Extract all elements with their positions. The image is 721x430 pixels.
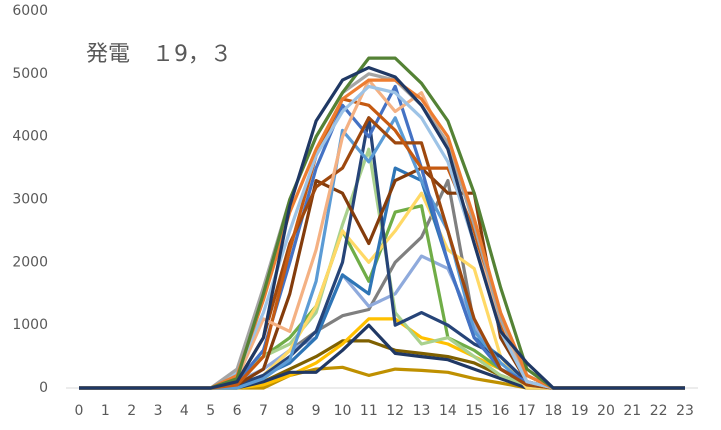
x-tick-label: 10 — [334, 403, 352, 419]
x-tick-label: 4 — [180, 403, 189, 419]
chart-title: 発電 １9，３ — [86, 42, 232, 67]
series-line — [79, 323, 685, 390]
y-tick-label: 5000 — [12, 66, 48, 82]
x-tick-label: 8 — [285, 403, 294, 419]
x-tick-label: 14 — [439, 403, 457, 419]
x-tick-label: 17 — [518, 403, 536, 419]
y-tick-label: 0 — [39, 380, 48, 396]
x-tick-label: 20 — [597, 403, 615, 419]
y-tick-label: 1000 — [12, 317, 48, 333]
x-tick-label: 23 — [676, 403, 694, 419]
series-line — [79, 116, 685, 390]
x-tick-label: 9 — [312, 403, 321, 419]
series-line — [79, 147, 685, 390]
series-line — [79, 317, 685, 390]
series-line — [79, 339, 685, 390]
x-tick-label: 21 — [623, 403, 641, 419]
y-tick-label: 2000 — [12, 254, 48, 270]
x-tick-label: 3 — [154, 403, 163, 419]
series-line — [79, 116, 685, 390]
x-tick-label: 7 — [259, 403, 268, 419]
x-tick-label: 6 — [233, 403, 242, 419]
x-tick-label: 22 — [650, 403, 668, 419]
x-tick-label: 12 — [386, 403, 404, 419]
x-tick-label: 0 — [75, 403, 84, 419]
x-tick-label: 15 — [465, 403, 483, 419]
series-line — [79, 166, 685, 390]
series-line — [79, 116, 685, 390]
x-tick-label: 2 — [127, 403, 136, 419]
x-tick-label: 1 — [101, 403, 110, 419]
x-tick-label: 11 — [360, 403, 378, 419]
x-tick-label: 18 — [544, 403, 562, 419]
y-tick-label: 4000 — [12, 129, 48, 145]
y-tick-label: 3000 — [12, 192, 48, 208]
series-line — [79, 66, 685, 390]
series-line — [79, 365, 685, 390]
x-tick-label: 5 — [206, 403, 215, 419]
x-tick-label: 13 — [413, 403, 431, 419]
series-line — [79, 254, 685, 390]
x-tick-label: 16 — [492, 403, 510, 419]
x-tick-label: 19 — [571, 403, 589, 419]
y-tick-label: 6000 — [12, 3, 48, 19]
series-line — [79, 166, 685, 390]
